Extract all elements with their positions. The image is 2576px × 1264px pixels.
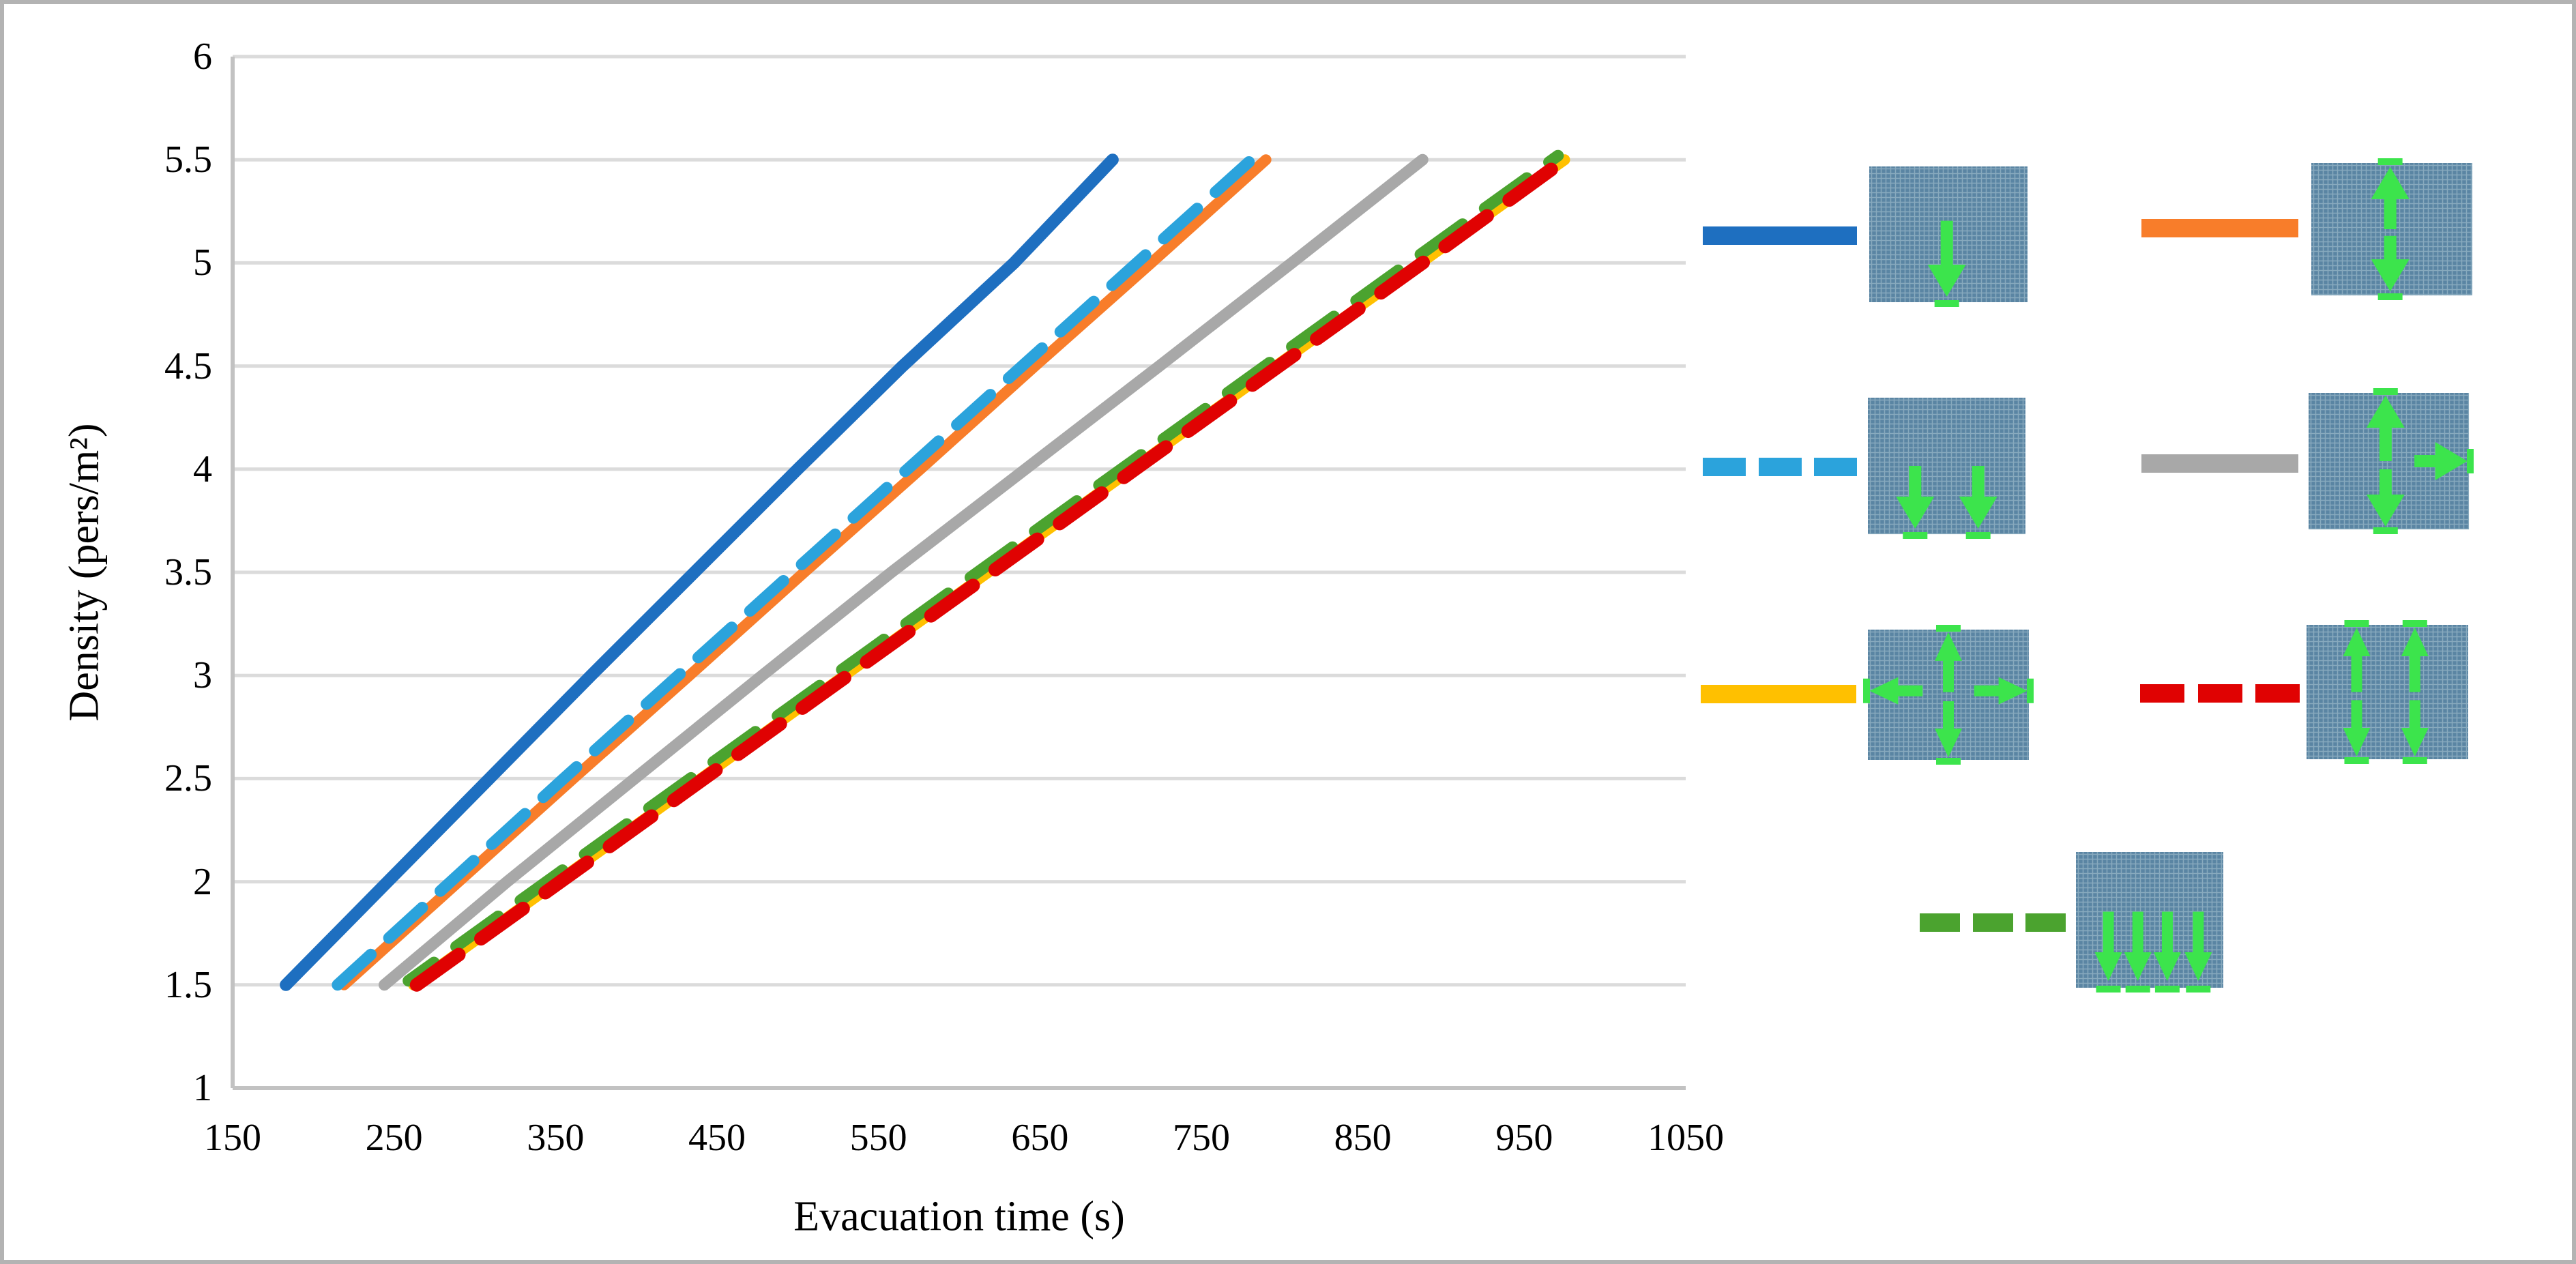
exit-marker	[2344, 620, 2369, 627]
y-tick-label: 1	[193, 1067, 212, 1109]
y-tick-label: 4.5	[164, 344, 212, 387]
room-diagram-two-bottom-exits	[1868, 398, 2025, 539]
exit-marker	[2373, 388, 2398, 395]
exit-marker	[2377, 158, 2403, 165]
legend-swatch-one-bottom-exit	[1703, 226, 1857, 245]
exit-direction-down-arrow-icon	[2184, 911, 2212, 982]
exit-marker	[2402, 757, 2427, 764]
series-line-one-bottom-exit	[280, 153, 1119, 991]
exit-direction-down-arrow-icon	[1927, 220, 1966, 297]
legend-dash	[1758, 458, 1802, 476]
y-tick-label: 2.5	[164, 757, 212, 800]
exit-direction-down-arrow-icon	[1896, 466, 1935, 529]
room-diagram-top-and-bottom-exits	[2311, 158, 2472, 300]
exit-marker	[2154, 986, 2180, 993]
exit-marker	[2186, 986, 2211, 993]
exit-marker	[2125, 986, 2150, 993]
legend-dash	[1814, 458, 1857, 476]
exit-direction-down-arrow-icon	[2401, 700, 2429, 757]
exit-marker	[1903, 532, 1928, 539]
exit-direction-right-arrow-icon	[2414, 442, 2468, 480]
x-tick-label: 150	[204, 1117, 261, 1159]
series-line-two-bottom-exits	[332, 153, 1257, 991]
room-floor	[2307, 625, 2468, 759]
legend-dash	[2255, 684, 2300, 703]
legend-dash	[1920, 913, 1960, 932]
room-diagram-one-bottom-exit	[1869, 166, 2028, 307]
room-diagram-top-bottom-right-exits	[2309, 388, 2474, 534]
exit-marker	[1863, 678, 1870, 703]
series-line-top-bottom-right-exits	[378, 153, 1429, 991]
exit-direction-down-arrow-icon	[2366, 469, 2405, 527]
legend-swatch-top-bottom-right-exits	[2141, 454, 2298, 473]
legend-dash	[1703, 458, 1746, 476]
exit-direction-up-arrow-icon	[2366, 396, 2405, 461]
exit-marker	[2377, 293, 2403, 300]
exit-marker	[1965, 532, 1991, 539]
legend-swatch-four-bottom-exits	[1920, 913, 2066, 932]
room-grid-texture	[1868, 398, 2025, 535]
y-tick-label: 3.5	[164, 551, 212, 593]
legend-swatch-two-top-two-bottom-exits	[2140, 684, 2300, 703]
y-tick-label: 4	[193, 447, 212, 490]
exit-direction-up-arrow-icon	[2343, 627, 2371, 692]
series-line-two-top-two-bottom-exits	[409, 153, 1572, 992]
legend-dash	[2140, 684, 2184, 703]
series-line-top-and-bottom-exits	[338, 154, 1272, 990]
legend-dash	[2025, 913, 2066, 932]
exit-direction-down-arrow-icon	[2124, 911, 2152, 982]
legend-swatch-two-bottom-exits	[1703, 458, 1857, 476]
room-grid-texture	[2307, 625, 2468, 759]
x-tick-label: 350	[527, 1117, 585, 1159]
y-tick-label: 5	[193, 241, 212, 284]
room-diagram-four-bottom-exits	[2076, 852, 2223, 993]
exit-direction-left-arrow-icon	[1869, 677, 1923, 705]
x-tick-label: 950	[1495, 1117, 1553, 1159]
room-diagram-four-side-exits	[1863, 625, 2034, 765]
exit-marker	[2402, 620, 2427, 627]
y-tick-label: 2	[193, 860, 212, 903]
exit-direction-down-arrow-icon	[2153, 911, 2181, 982]
legend-dash	[2197, 684, 2242, 703]
x-tick-label: 850	[1334, 1117, 1392, 1159]
legend-dash	[1972, 913, 2013, 932]
y-tick-label: 5.5	[164, 138, 212, 181]
y-axis-title: Density (pers/m²)	[61, 423, 108, 722]
exit-direction-down-arrow-icon	[1959, 466, 1997, 529]
x-tick-label: 1050	[1648, 1117, 1724, 1159]
exit-direction-down-arrow-icon	[1935, 701, 1962, 758]
exit-marker	[2096, 986, 2121, 993]
x-tick-label: 450	[688, 1117, 746, 1159]
series-line-four-bottom-exits	[402, 149, 1564, 987]
x-tick-label: 650	[1011, 1117, 1069, 1159]
x-axis-title: Evacuation time (s)	[793, 1193, 1125, 1240]
exit-marker	[1936, 625, 1961, 632]
legend-swatch-top-and-bottom-exits	[2141, 219, 2298, 237]
exit-marker	[2373, 527, 2398, 534]
exit-marker	[1936, 758, 1961, 765]
exit-marker	[1934, 300, 1959, 307]
exit-direction-down-arrow-icon	[2343, 700, 2371, 757]
exit-marker	[2467, 449, 2474, 473]
y-tick-label: 6	[193, 35, 212, 78]
exit-direction-down-arrow-icon	[2371, 235, 2410, 292]
exit-marker	[2344, 757, 2369, 764]
x-tick-label: 750	[1173, 1117, 1230, 1159]
exit-direction-up-arrow-icon	[2371, 166, 2410, 229]
exit-direction-right-arrow-icon	[1974, 677, 2028, 705]
exit-direction-up-arrow-icon	[1935, 632, 1962, 692]
x-tick-label: 550	[849, 1117, 907, 1159]
y-tick-label: 3	[193, 654, 212, 697]
legend-swatch-four-side-exits	[1701, 685, 1856, 703]
exit-direction-down-arrow-icon	[2094, 911, 2122, 982]
x-tick-label: 250	[365, 1117, 423, 1159]
room-diagram-two-top-two-bottom-exits	[2307, 620, 2468, 764]
y-tick-label: 1.5	[164, 963, 212, 1006]
exit-direction-up-arrow-icon	[2401, 627, 2429, 692]
evacuation-time-density-chart	[231, 55, 1686, 1090]
exit-marker	[2027, 678, 2034, 703]
